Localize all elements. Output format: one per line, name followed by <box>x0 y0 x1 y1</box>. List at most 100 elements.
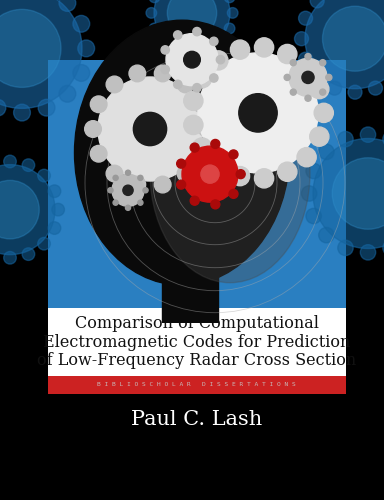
Circle shape <box>78 40 94 57</box>
Circle shape <box>48 185 61 198</box>
Circle shape <box>310 70 324 84</box>
Circle shape <box>0 0 82 108</box>
Circle shape <box>193 28 201 36</box>
Circle shape <box>174 31 182 39</box>
Text: Comparison of Computational: Comparison of Computational <box>75 314 319 332</box>
Circle shape <box>302 72 314 84</box>
Circle shape <box>216 56 225 64</box>
Circle shape <box>171 45 182 56</box>
Circle shape <box>154 0 230 51</box>
Circle shape <box>158 36 169 47</box>
Circle shape <box>209 156 228 175</box>
Circle shape <box>177 159 185 168</box>
Circle shape <box>326 74 332 80</box>
Circle shape <box>4 252 16 264</box>
Circle shape <box>360 127 376 142</box>
Text: B I B L I O S C H O L A R   D I S S E R T A T I O N S: B I B L I O S C H O L A R D I S S E R T … <box>98 382 296 388</box>
Circle shape <box>0 100 6 116</box>
Circle shape <box>319 228 334 243</box>
Circle shape <box>255 38 274 57</box>
Circle shape <box>177 165 194 182</box>
Circle shape <box>129 176 146 193</box>
Circle shape <box>338 240 353 256</box>
Circle shape <box>166 34 218 86</box>
Circle shape <box>126 206 131 210</box>
Circle shape <box>184 91 203 110</box>
Circle shape <box>313 138 384 248</box>
Circle shape <box>320 60 326 66</box>
Circle shape <box>149 0 160 2</box>
Circle shape <box>209 51 228 70</box>
Circle shape <box>154 65 171 82</box>
Circle shape <box>59 0 76 12</box>
Circle shape <box>369 81 382 95</box>
Circle shape <box>383 240 384 256</box>
Circle shape <box>146 8 157 18</box>
Circle shape <box>255 169 274 188</box>
Circle shape <box>192 138 212 157</box>
Circle shape <box>190 143 199 152</box>
Circle shape <box>295 32 308 46</box>
Circle shape <box>85 120 101 138</box>
Circle shape <box>52 204 65 216</box>
Circle shape <box>126 170 131 175</box>
Circle shape <box>22 159 35 172</box>
Circle shape <box>230 40 250 59</box>
Circle shape <box>328 81 341 95</box>
Circle shape <box>167 0 217 38</box>
Circle shape <box>4 155 16 168</box>
Circle shape <box>149 23 160 34</box>
FancyBboxPatch shape <box>48 394 346 445</box>
Circle shape <box>278 44 297 64</box>
Text: Paul C. Lash: Paul C. Lash <box>131 410 262 429</box>
Circle shape <box>229 150 238 159</box>
Circle shape <box>224 0 235 2</box>
Circle shape <box>90 96 107 112</box>
Circle shape <box>332 158 384 229</box>
Circle shape <box>229 190 238 198</box>
Circle shape <box>299 11 313 25</box>
Circle shape <box>0 10 61 88</box>
Circle shape <box>305 0 384 88</box>
Circle shape <box>187 48 197 59</box>
Circle shape <box>301 186 317 201</box>
Circle shape <box>190 196 199 205</box>
Ellipse shape <box>74 20 290 285</box>
Circle shape <box>113 176 118 180</box>
Circle shape <box>73 64 90 82</box>
Circle shape <box>227 8 238 18</box>
Circle shape <box>201 165 219 183</box>
Circle shape <box>289 58 327 96</box>
Circle shape <box>108 188 113 193</box>
Circle shape <box>305 54 311 60</box>
Circle shape <box>73 16 90 32</box>
Circle shape <box>310 80 329 98</box>
FancyBboxPatch shape <box>162 252 218 322</box>
Circle shape <box>338 132 353 147</box>
Circle shape <box>310 0 324 8</box>
Circle shape <box>278 162 297 182</box>
Circle shape <box>198 53 318 173</box>
Circle shape <box>202 45 213 56</box>
Circle shape <box>319 144 334 160</box>
Circle shape <box>297 148 316 167</box>
Circle shape <box>113 200 118 205</box>
Circle shape <box>290 89 296 95</box>
Text: Electromagnetic Codes for Prediction: Electromagnetic Codes for Prediction <box>43 334 351 350</box>
Circle shape <box>239 94 277 132</box>
Circle shape <box>348 85 362 99</box>
Circle shape <box>210 37 218 46</box>
Circle shape <box>161 65 169 74</box>
Circle shape <box>299 52 313 66</box>
Circle shape <box>201 165 219 183</box>
Circle shape <box>192 68 212 88</box>
Circle shape <box>184 116 203 134</box>
Circle shape <box>305 95 311 102</box>
FancyBboxPatch shape <box>48 376 346 394</box>
Circle shape <box>161 46 169 54</box>
Circle shape <box>383 132 384 147</box>
Circle shape <box>138 200 143 205</box>
Circle shape <box>182 146 238 202</box>
Circle shape <box>306 164 321 178</box>
Circle shape <box>230 166 250 186</box>
